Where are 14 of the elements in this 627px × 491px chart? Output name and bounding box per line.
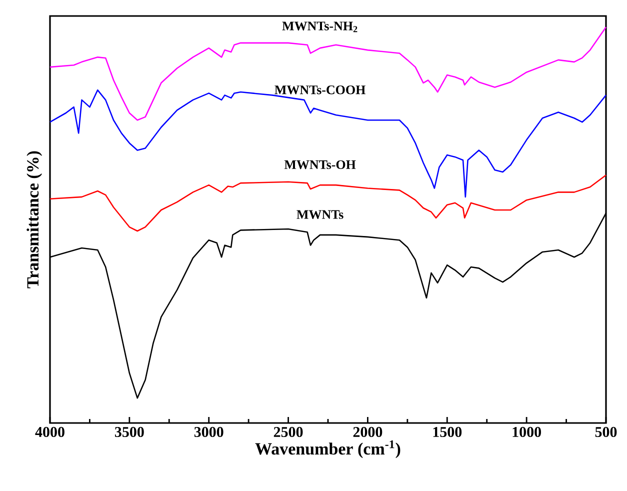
x-tick-label: 2000 — [353, 426, 382, 438]
x-tick-label: 1000 — [512, 426, 541, 438]
x-tick-label: 1500 — [433, 426, 462, 438]
x-tick-label: 3000 — [194, 426, 224, 438]
x-tick-label: 4000 — [35, 426, 64, 438]
series-label: MWNTs-NH$_{2}$ — [282, 22, 358, 32]
series-label: MWNTs-OH — [284, 160, 356, 170]
x-tick-label: 500 — [595, 426, 617, 438]
series-label: MWNTs — [296, 210, 344, 220]
series-label: MWNTs-COOH — [274, 85, 366, 94]
y-axis-title: Transmittance (%) — [26, 151, 42, 288]
x-tick-label: 2500 — [274, 426, 303, 438]
x-axis-title: Wavenumber (cm$^{-1}$) — [255, 440, 400, 458]
x-tick-label: 3500 — [114, 426, 144, 438]
